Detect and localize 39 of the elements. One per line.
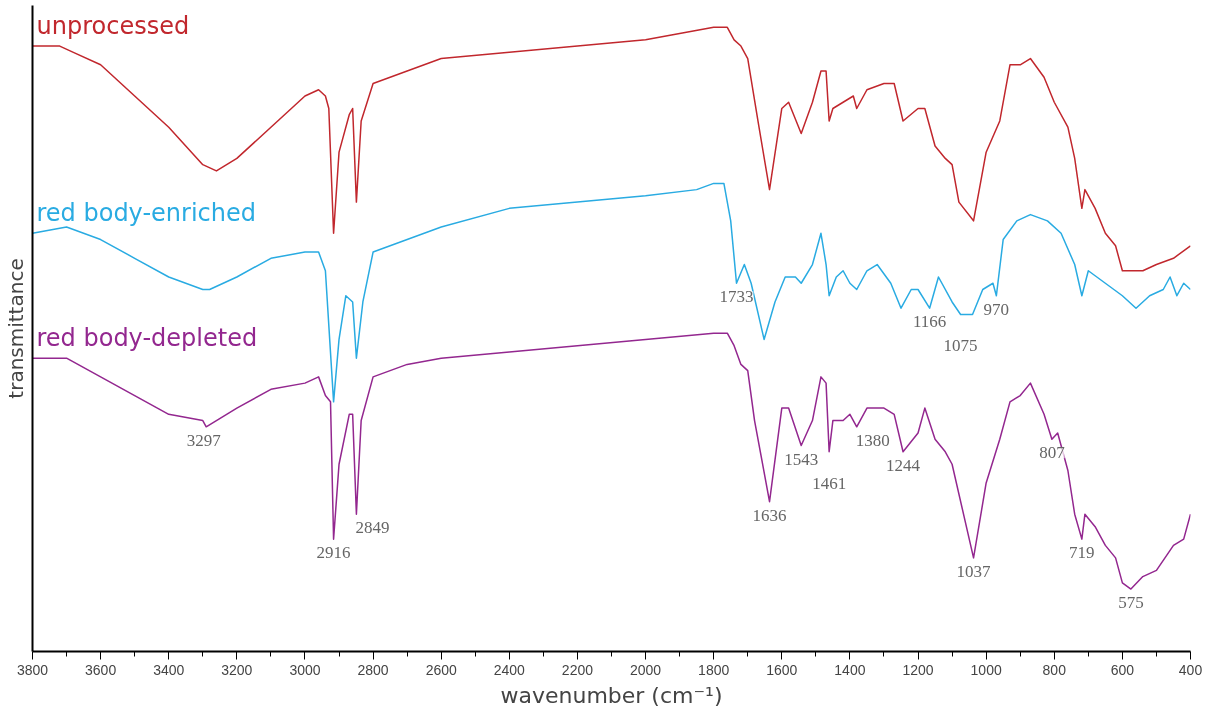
annotation: 575 [1118,593,1144,613]
annotation: 1733 [719,287,754,307]
x-tick-label: 1600 [766,661,798,678]
series-label: red body-depleted [36,324,258,353]
x-tick-label: 1200 [902,661,934,678]
annotation: 970 [983,299,1010,319]
annotation: 719 [1069,543,1095,563]
x-tick-label: 3800 [16,661,49,678]
y-axis-title: transmittance [3,258,28,399]
x-tick-label: 1000 [970,661,1002,678]
x-tick-label: 600 [1110,661,1135,678]
series-label: red body-enriched [36,199,256,228]
x-tick-label: 400 [1178,661,1203,678]
x-tick-label: 2200 [561,661,594,678]
annotation: 1543 [784,449,819,469]
annotation: 3297 [186,430,222,450]
x-tick-label: 3600 [85,661,117,678]
annotation: 2916 [316,543,351,563]
annotation: 1075 [943,336,978,356]
annotation: 807 [1039,443,1066,463]
annotation: 1380 [855,430,890,450]
annotation: 1037 [956,561,992,581]
annotation: 1461 [812,473,847,493]
x-axis-title: wavenumber (cm⁻¹) [500,682,723,708]
x-tick-label: 1800 [698,661,730,678]
x-tick-label: 2800 [357,661,389,678]
annotation: 1166 [912,312,947,332]
x-tick-label: 2600 [425,661,457,678]
x-tick-label: 3000 [289,661,321,678]
annotation: 1636 [752,505,787,525]
x-tick-label: 800 [1042,661,1067,678]
x-tick-label: 3400 [153,661,185,678]
annotation: 1244 [886,455,921,475]
annotation: 2849 [355,518,390,538]
x-tick-label: 2000 [629,661,662,678]
x-tick-label: 1400 [834,661,866,678]
x-tick-label: 3200 [221,661,253,678]
series-label: unprocessed [36,12,190,41]
x-tick-label: 2400 [493,661,526,678]
